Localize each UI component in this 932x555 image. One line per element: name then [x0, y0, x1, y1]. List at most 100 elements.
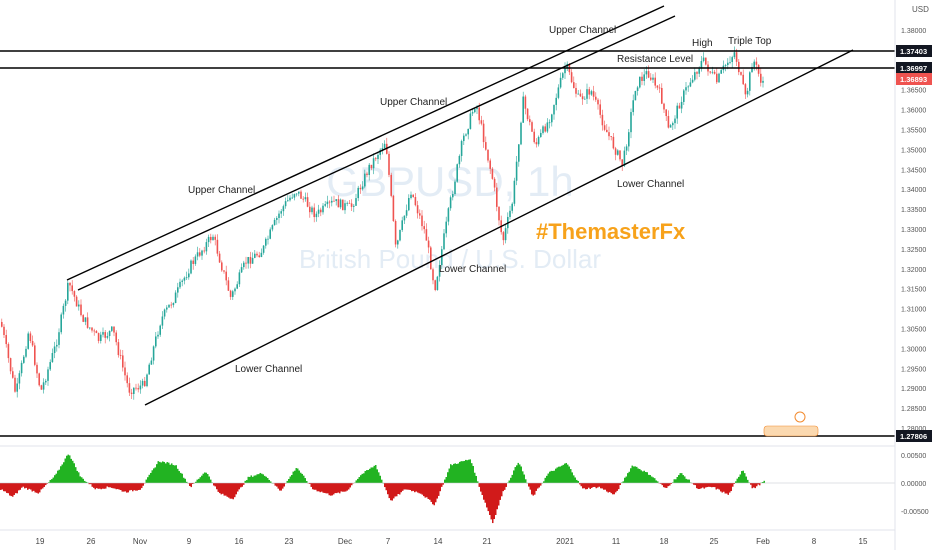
candle-body	[278, 213, 280, 219]
candle-body	[159, 325, 161, 335]
oscillator-bar	[670, 483, 672, 484]
candle-body	[458, 155, 461, 165]
candle-body	[716, 73, 718, 83]
oscillator-bar	[607, 483, 609, 493]
price-tick-label: 1.34000	[901, 187, 926, 194]
oscillator-bar	[55, 473, 57, 483]
oscillator-bar	[703, 483, 705, 489]
oscillator-bar	[363, 473, 365, 483]
candle-body	[511, 203, 513, 211]
time-tick-label: 23	[285, 537, 294, 546]
oscillator-bar	[57, 470, 59, 483]
candle-body	[254, 253, 256, 258]
oscillator-tick-label: 0.00000	[901, 481, 926, 488]
candle-body	[295, 193, 298, 195]
candle-body	[276, 218, 278, 220]
oscillator-bar	[88, 483, 90, 485]
oscillator-bar	[172, 465, 174, 483]
oscillator-bar	[732, 483, 734, 487]
candle-body	[119, 355, 122, 356]
oscillator-bar	[232, 483, 234, 500]
oscillator-bar	[729, 483, 731, 493]
oscillator-bar	[9, 483, 11, 496]
candle-body	[760, 73, 762, 83]
candle-body	[289, 197, 291, 201]
candle-body	[16, 383, 18, 392]
oscillator-bar	[517, 462, 519, 483]
candle-body	[192, 260, 194, 264]
candle-body	[124, 367, 126, 376]
oscillator-bar	[625, 476, 627, 483]
candle-body	[700, 60, 703, 69]
candle-body	[260, 252, 263, 258]
oscillator-bar	[163, 461, 165, 483]
candle-body	[731, 57, 733, 63]
oscillator-bar	[444, 479, 446, 483]
oscillator-bar	[523, 474, 525, 483]
oscillator-bar	[114, 483, 116, 489]
candle-body	[518, 144, 520, 162]
oscillator-bar	[108, 483, 110, 488]
candle-body	[696, 72, 698, 74]
candle-body	[181, 280, 183, 282]
candle-body	[445, 221, 447, 234]
candle-body	[592, 91, 595, 97]
oscillator-bar	[384, 483, 386, 488]
candle-body	[58, 332, 60, 345]
candle-body	[364, 173, 366, 187]
oscillator-bar	[337, 483, 339, 493]
candle-body	[680, 101, 683, 109]
oscillator-bar	[373, 465, 375, 483]
oscillator-bar	[603, 483, 605, 490]
oscillator-bar	[651, 476, 653, 483]
oscillator-bar	[543, 481, 545, 483]
candle-body	[348, 202, 351, 204]
candle-body	[694, 72, 696, 80]
candle-body	[339, 199, 342, 208]
candle-body	[247, 256, 249, 264]
oscillator-bar	[397, 483, 399, 495]
candle-body	[698, 68, 700, 74]
candle-body	[194, 256, 197, 264]
candle-body	[674, 118, 676, 124]
candle-body	[62, 305, 65, 315]
time-tick-label: 19	[36, 537, 45, 546]
oscillator-bar	[714, 483, 716, 488]
oscillator-bar	[633, 466, 635, 483]
price-tick-label: 1.28000	[901, 426, 926, 433]
oscillator-bar	[327, 483, 329, 494]
candle-body	[265, 238, 267, 246]
candle-body	[405, 210, 408, 216]
oscillator-bar	[322, 483, 324, 493]
oscillator-bar	[604, 483, 606, 490]
oscillator-bar	[721, 483, 723, 493]
oscillator-bar	[736, 478, 738, 483]
oscillator-bar	[571, 472, 573, 483]
candle-body	[465, 134, 467, 136]
price-tick-label: 1.28500	[901, 406, 926, 413]
oscillator-bar	[72, 460, 74, 483]
candle-body	[438, 265, 441, 277]
oscillator-bar	[156, 464, 158, 483]
oscillator-bar	[564, 463, 566, 483]
oscillator-bar	[186, 481, 188, 483]
oscillator-bar	[292, 471, 294, 483]
oscillator-bar	[508, 480, 510, 483]
oscillator-bar	[132, 483, 134, 492]
oscillator-bar	[594, 483, 596, 487]
oscillator-bar	[445, 477, 447, 483]
oscillator-bar	[615, 483, 617, 493]
candle-body	[542, 126, 544, 133]
candle-body	[584, 98, 586, 100]
oscillator-bar	[79, 476, 81, 483]
candle-body	[498, 206, 500, 221]
oscillator-bar	[480, 483, 482, 492]
oscillator-bar	[756, 483, 758, 487]
oscillator-bar	[244, 480, 246, 483]
candle-body	[51, 353, 54, 363]
oscillator-bar	[592, 483, 594, 488]
oscillator-bar	[201, 475, 203, 483]
oscillator-bar	[169, 464, 171, 483]
oscillator-bar	[750, 483, 752, 485]
oscillator-bar	[250, 475, 252, 483]
